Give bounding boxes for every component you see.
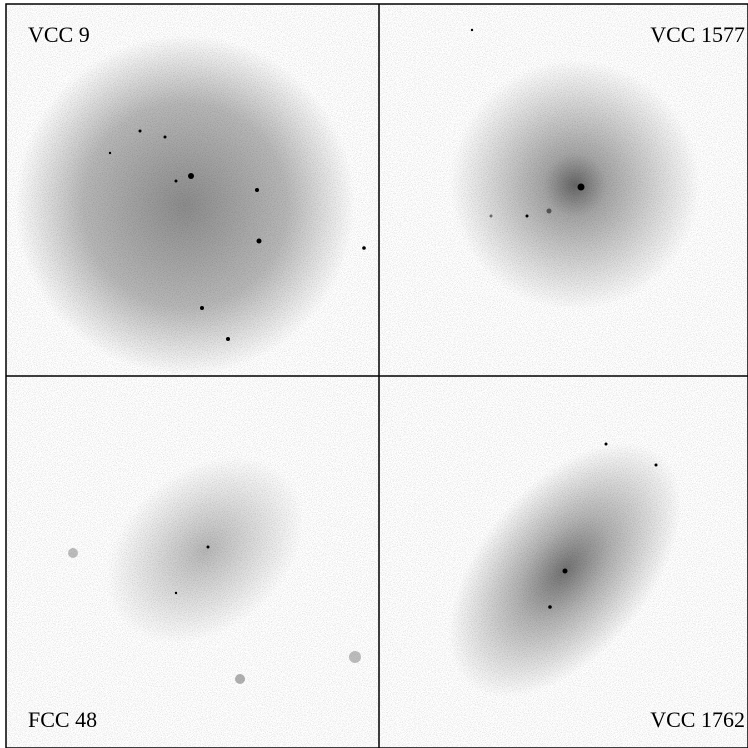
panel-label: VCC 9 xyxy=(28,22,90,47)
panel-label: FCC 48 xyxy=(28,707,97,732)
panel-label: VCC 1762 xyxy=(650,707,745,732)
panel-label: VCC 1577 xyxy=(650,22,745,47)
stars xyxy=(68,28,658,684)
frame xyxy=(5,3,748,748)
